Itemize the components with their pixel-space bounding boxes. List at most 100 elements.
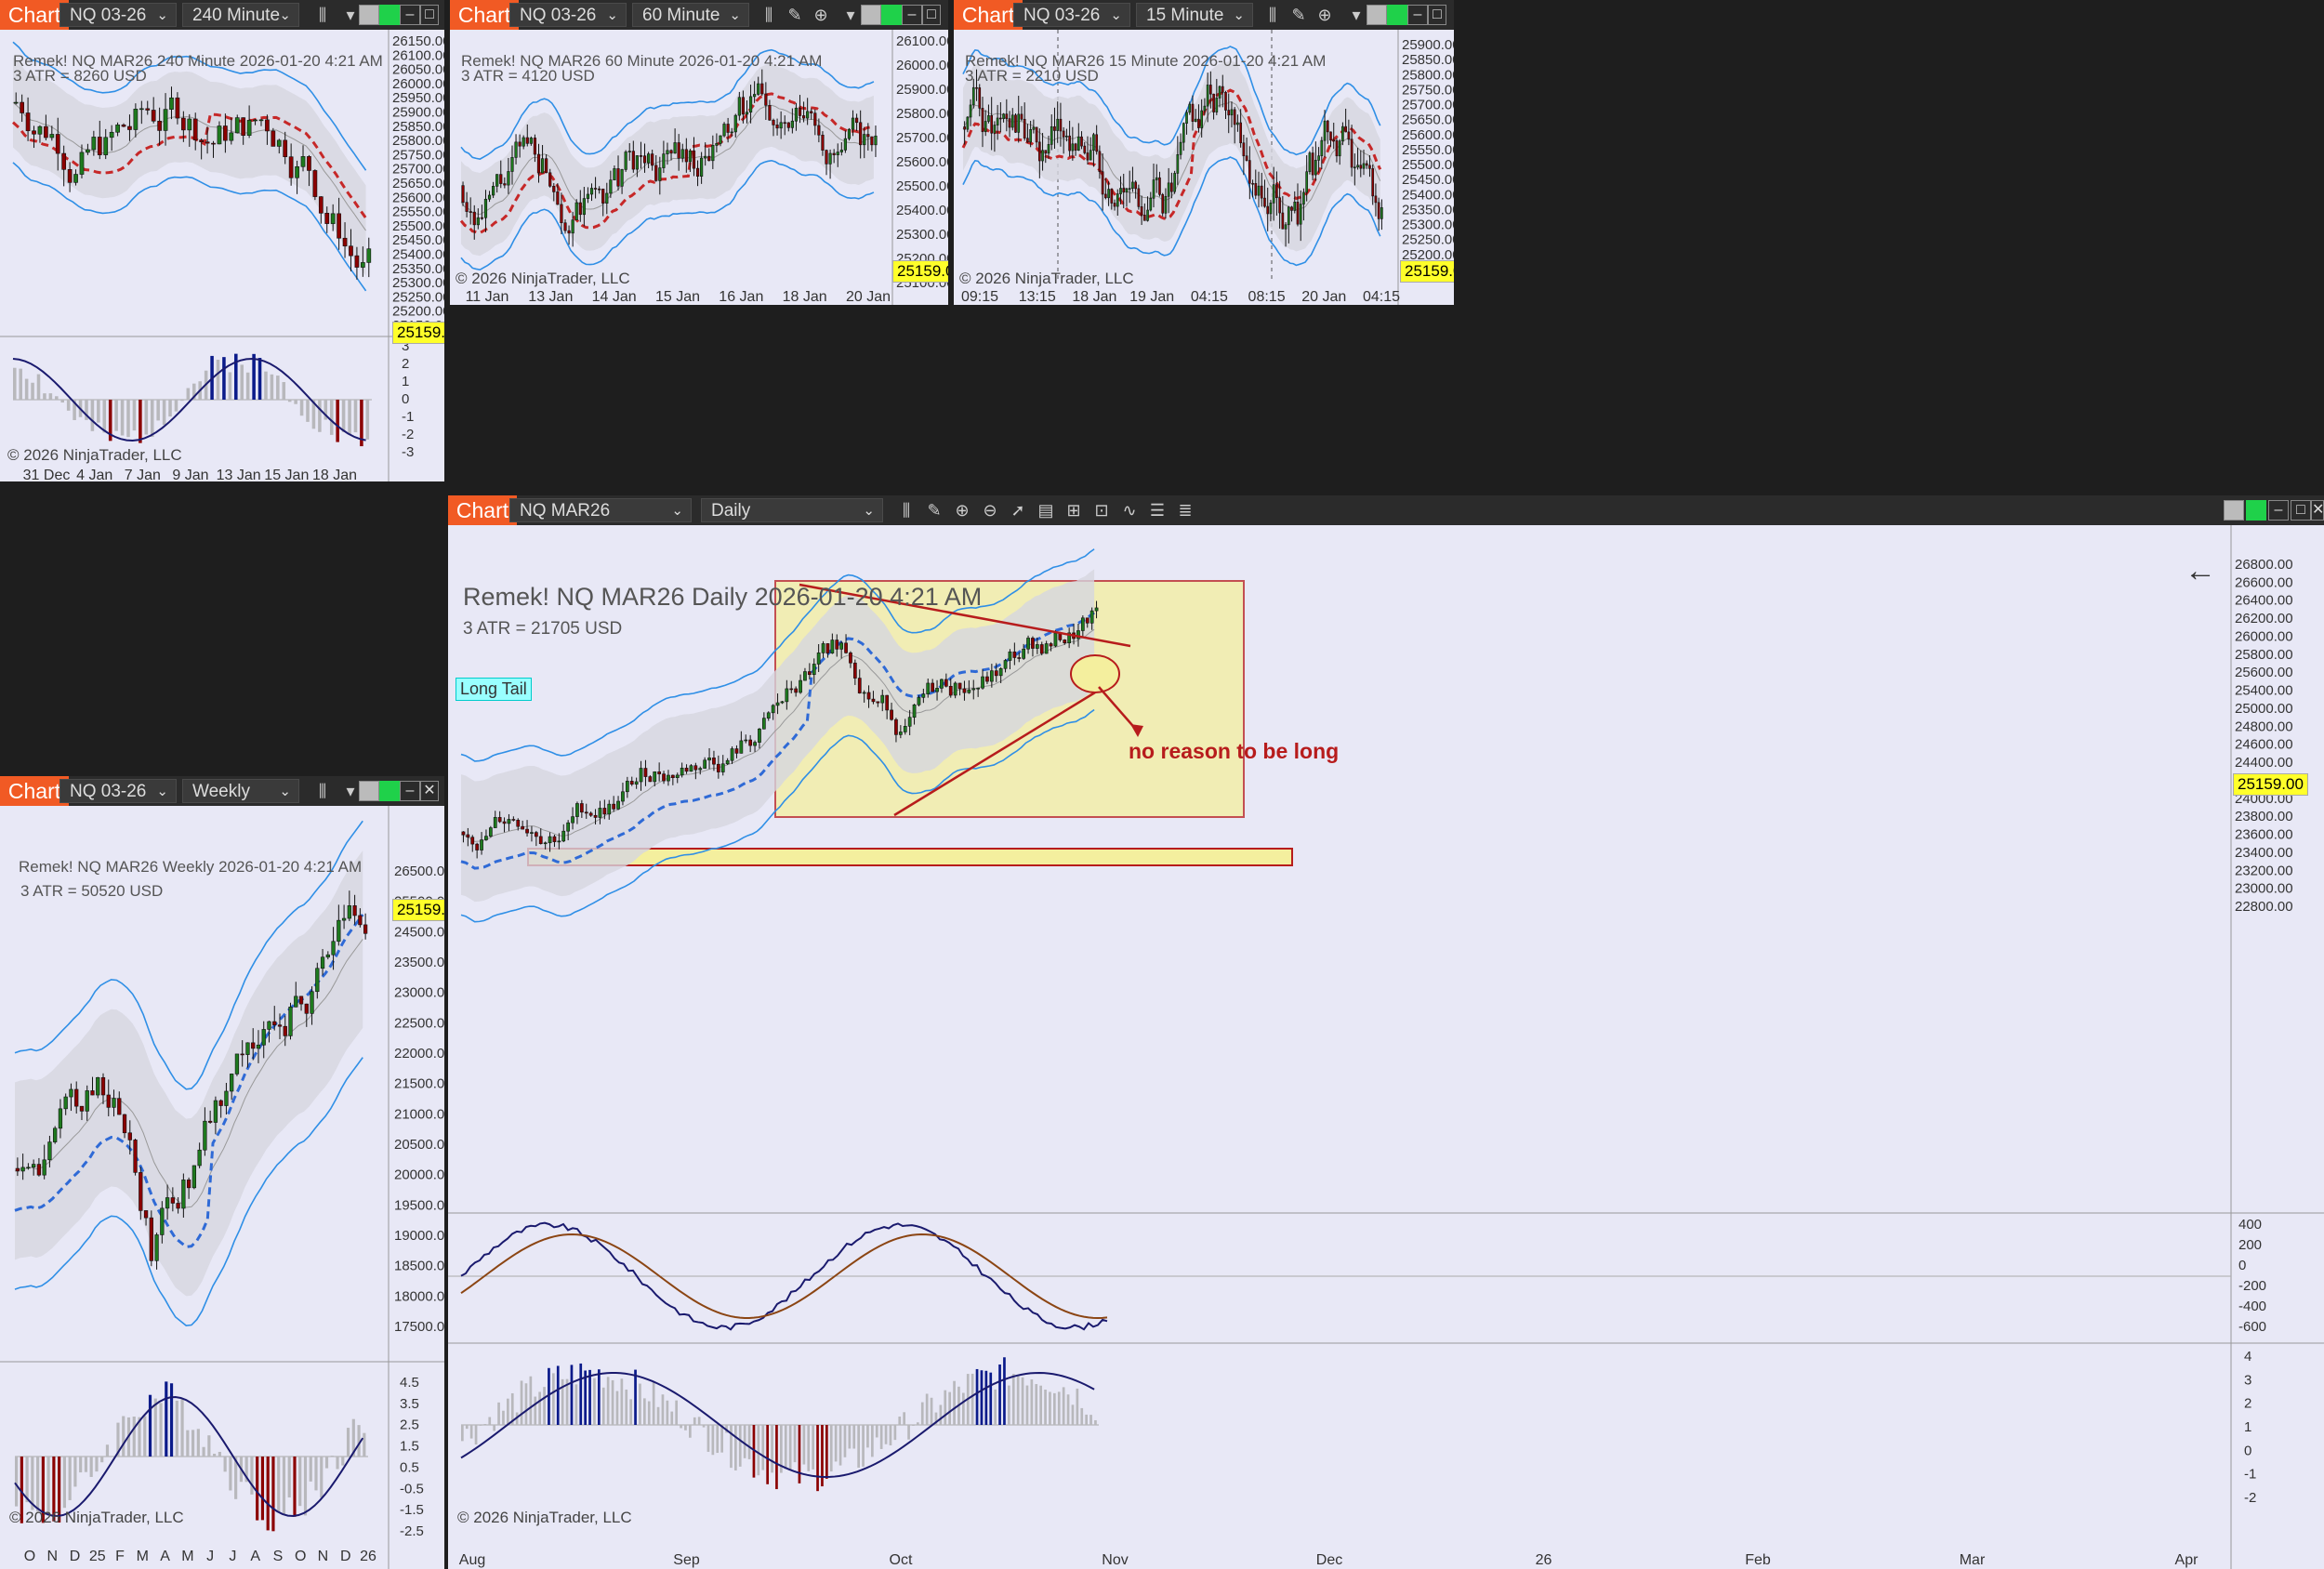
maximize-icon[interactable]: □ xyxy=(2291,500,2311,521)
draw-tool-menu-icon[interactable]: ▾ xyxy=(346,6,355,24)
zoom-in-icon[interactable]: ⊕ xyxy=(813,6,828,24)
candle-body xyxy=(1037,141,1041,162)
tools-menu-icon[interactable]: ▾ xyxy=(1352,6,1361,24)
link-green-button[interactable] xyxy=(2246,500,2266,521)
minimize-icon[interactable]: – xyxy=(1407,5,1428,25)
candle-body xyxy=(1076,630,1080,639)
candle-body xyxy=(122,1114,127,1134)
candle-body xyxy=(1251,182,1254,185)
instrument-select[interactable]: NQ 03-26 ⌄ xyxy=(59,3,177,27)
zoom-in-icon[interactable]: ⊕ xyxy=(955,501,970,520)
maximize-icon[interactable]: □ xyxy=(922,5,941,25)
maximize-icon[interactable]: □ xyxy=(420,5,439,25)
candle-body xyxy=(813,112,817,126)
draw-tool-icon[interactable]: ✎ xyxy=(787,6,802,24)
link-green-button[interactable] xyxy=(379,5,400,25)
link-green-button[interactable] xyxy=(881,5,902,25)
link-color-button[interactable] xyxy=(861,5,881,25)
chart-tab[interactable]: Chart xyxy=(954,0,1023,30)
bar-style-icon[interactable]: ⫼ xyxy=(902,501,911,520)
close-icon[interactable]: ✕ xyxy=(2311,500,2324,521)
price-panel[interactable]: 26150.0026100.0026050.0026000.0025950.00… xyxy=(0,30,444,481)
histogram-bar xyxy=(287,400,292,402)
price-panel[interactable]: 25900.0025850.0025800.0025750.0025700.00… xyxy=(954,30,1454,305)
chart-tab[interactable]: Chart xyxy=(448,495,517,525)
link-color-button[interactable] xyxy=(1367,5,1387,25)
data-box-icon[interactable]: ▤ xyxy=(1037,501,1054,520)
strategies-icon[interactable]: ∿ xyxy=(1122,501,1137,520)
histogram-bar xyxy=(306,400,310,422)
candle-body xyxy=(662,773,666,782)
list-icon[interactable]: ≣ xyxy=(1178,501,1193,520)
price-panel[interactable]: 26500.0025500.0024500.0023500.0023000.00… xyxy=(0,806,444,1569)
chart-tab[interactable]: Chart xyxy=(0,776,69,806)
maximize-icon[interactable]: □ xyxy=(1428,5,1446,25)
minimize-icon[interactable]: – xyxy=(400,781,420,801)
minimize-icon[interactable]: – xyxy=(2268,500,2289,521)
interval-select[interactable]: Daily ⌄ xyxy=(701,498,883,522)
link-color-button[interactable] xyxy=(359,781,379,801)
tools-menu-icon[interactable]: ▾ xyxy=(846,6,855,24)
link-green-button[interactable] xyxy=(1387,5,1407,25)
back-arrow-icon[interactable]: ← xyxy=(2185,553,2216,588)
draw-tool-menu-icon[interactable]: ▾ xyxy=(346,782,355,800)
bar-style-icon[interactable]: ⫼ xyxy=(318,782,327,800)
chart-window-240min: Chart NQ 03-26 ⌄ 240 Minute ⌄ ⫼ ▾ – □ 2615… xyxy=(0,0,444,481)
chart-tab[interactable]: Chart xyxy=(0,0,69,30)
lower-band-line xyxy=(14,1057,363,1327)
link-green-button[interactable] xyxy=(379,781,400,801)
interval-select[interactable]: 240 Minute ⌄ xyxy=(182,3,299,27)
pointer-icon[interactable]: ➚ xyxy=(1010,501,1025,520)
candle-body xyxy=(337,919,341,943)
interval-select[interactable]: Weekly ⌄ xyxy=(182,779,299,803)
minimize-icon[interactable]: – xyxy=(902,5,922,25)
price-tick-label: 18500.00 xyxy=(394,1259,444,1274)
candle-body xyxy=(987,114,990,122)
osc-tick-label: -2 xyxy=(402,427,414,442)
price-tick-label: 25900.00 xyxy=(392,105,444,121)
candle-body xyxy=(863,134,866,146)
draw-tool-icon[interactable]: ✎ xyxy=(927,501,942,520)
candle-body xyxy=(276,139,282,147)
close-icon[interactable]: ✕ xyxy=(420,781,439,801)
price-tick-label: 26000.00 xyxy=(392,76,444,92)
bar-style-icon[interactable]: ⫼ xyxy=(318,6,327,24)
candle-body xyxy=(830,639,835,653)
candle-body xyxy=(874,135,878,146)
bar-style-icon[interactable]: ⫼ xyxy=(1268,6,1277,24)
instrument-select[interactable]: NQ 03-26 ⌄ xyxy=(509,3,627,27)
chart-trader-icon[interactable]: ☰ xyxy=(1149,501,1166,520)
osc-tick-label: -2.5 xyxy=(400,1523,424,1539)
chart-tab[interactable]: Chart xyxy=(450,0,519,30)
properties-icon[interactable]: ⊞ xyxy=(1066,501,1081,520)
candle-body xyxy=(962,688,967,693)
candle-body xyxy=(300,156,306,167)
candle-body xyxy=(757,83,760,95)
indicators-icon[interactable]: ⊡ xyxy=(1094,501,1109,520)
candle-body xyxy=(495,174,499,187)
interval-select[interactable]: 15 Minute ⌄ xyxy=(1136,3,1253,27)
histogram-bar xyxy=(652,1380,655,1425)
histogram-bar xyxy=(752,1425,756,1478)
zoom-out-icon[interactable]: ⊖ xyxy=(983,501,997,520)
candle-body xyxy=(1185,112,1188,125)
instrument-select[interactable]: NQ MAR26 ⌄ xyxy=(509,498,692,522)
candle-body xyxy=(502,821,507,824)
histogram-bar xyxy=(611,1379,614,1425)
candle-body xyxy=(180,117,186,131)
instrument-select[interactable]: NQ 03-26 ⌄ xyxy=(59,779,177,803)
interval-select[interactable]: 60 Minute ⌄ xyxy=(632,3,749,27)
link-color-button[interactable] xyxy=(359,5,379,25)
link-color-button[interactable] xyxy=(2224,500,2244,521)
histogram-bar xyxy=(244,1457,248,1483)
minimize-icon[interactable]: – xyxy=(400,5,420,25)
candle-body xyxy=(1317,155,1320,161)
instrument-select[interactable]: NQ 03-26 ⌄ xyxy=(1013,3,1130,27)
bar-style-icon[interactable]: ⫼ xyxy=(764,6,773,24)
zoom-in-icon[interactable]: ⊕ xyxy=(1317,6,1332,24)
price-panel[interactable]: 26100.00 26000.00 25900.00 25800.00 25700.00… xyxy=(450,30,948,305)
candle-body xyxy=(1287,206,1290,226)
draw-tool-icon[interactable]: ✎ xyxy=(1291,6,1306,24)
candle-body xyxy=(1050,125,1053,145)
